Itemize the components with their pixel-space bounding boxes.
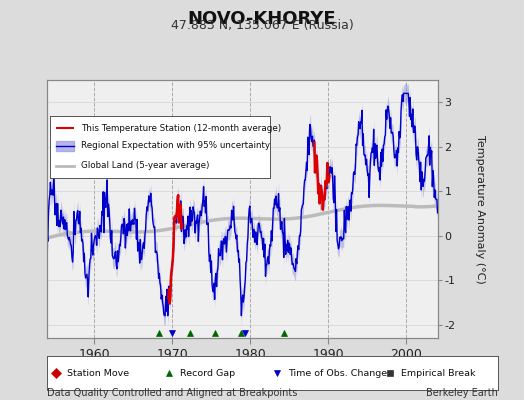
Text: Regional Expectation with 95% uncertainty: Regional Expectation with 95% uncertaint… [81,141,269,150]
Text: This Temperature Station (12-month average): This Temperature Station (12-month avera… [81,124,281,133]
Text: Data Quality Controlled and Aligned at Breakpoints: Data Quality Controlled and Aligned at B… [47,388,298,398]
Text: 47.883 N, 135.067 E (Russia): 47.883 N, 135.067 E (Russia) [171,19,353,32]
Text: Time of Obs. Change: Time of Obs. Change [288,368,387,378]
Text: Berkeley Earth: Berkeley Earth [426,388,498,398]
Text: Global Land (5-year average): Global Land (5-year average) [81,161,209,170]
Text: NOVO-KHORYE: NOVO-KHORYE [188,10,336,28]
Y-axis label: Temperature Anomaly (°C): Temperature Anomaly (°C) [475,135,485,283]
Text: Station Move: Station Move [68,368,129,378]
Text: Empirical Break: Empirical Break [401,368,475,378]
Text: Record Gap: Record Gap [180,368,235,378]
